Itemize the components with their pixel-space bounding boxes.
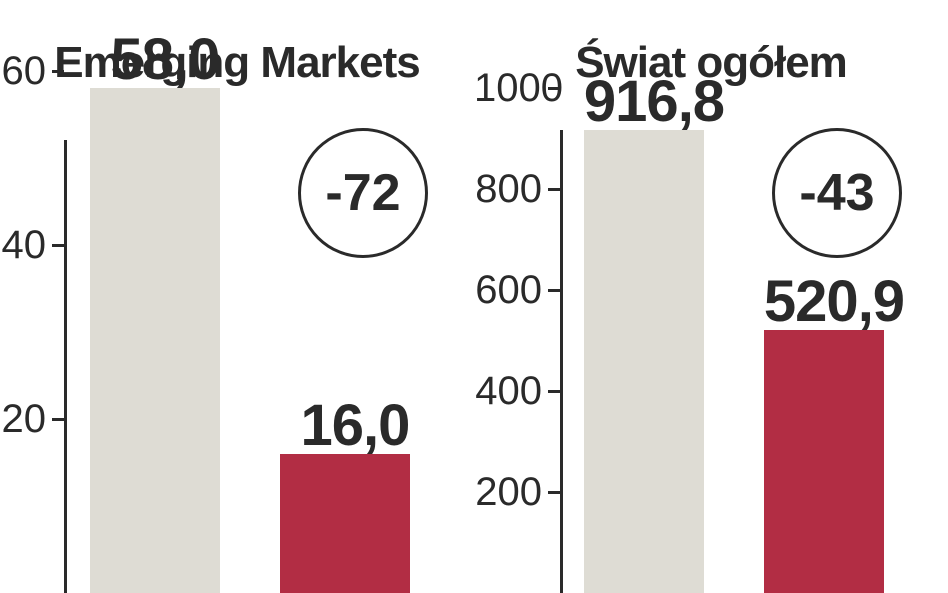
right-tick-label: 800	[474, 167, 542, 212]
right-bar-2	[764, 330, 884, 593]
left-tick-mark	[52, 244, 64, 247]
right-tick-mark	[548, 390, 560, 393]
right-delta-value: -43	[799, 163, 874, 223]
left-delta-circle: -72	[298, 128, 428, 258]
left-delta-value: -72	[325, 163, 400, 223]
right-panel: Świat ogółem -43 2004006008001000 916,8 …	[474, 0, 948, 593]
left-y-axis	[64, 140, 67, 593]
right-tick-label: 200	[474, 470, 542, 515]
right-bar-1-label: 916,8	[564, 68, 744, 135]
panels-row: Emerging Markets -72 204060 58,0 16,0 Św…	[0, 0, 948, 593]
right-tick-mark	[548, 491, 560, 494]
left-bar-1-label: 58,0	[70, 26, 260, 93]
left-bar-2	[280, 454, 410, 593]
left-tick-label: 40	[0, 223, 46, 268]
left-bar-1	[90, 88, 220, 593]
left-panel: Emerging Markets -72 204060 58,0 16,0	[0, 0, 474, 593]
left-tick-mark	[52, 70, 64, 73]
right-tick-mark	[548, 188, 560, 191]
right-bar-1	[584, 130, 704, 593]
right-tick-label: 1000	[474, 66, 542, 111]
left-tick-mark	[52, 418, 64, 421]
right-delta-circle: -43	[772, 128, 902, 258]
chart-page: Emerging Markets -72 204060 58,0 16,0 Św…	[0, 0, 948, 593]
right-tick-label: 400	[474, 369, 542, 414]
right-tick-mark	[548, 289, 560, 292]
right-y-axis	[560, 130, 563, 593]
right-bar-2-label: 520,9	[744, 268, 924, 335]
left-tick-label: 60	[0, 49, 46, 94]
right-tick-label: 600	[474, 268, 542, 313]
left-bar-2-label: 16,0	[260, 392, 450, 459]
left-tick-label: 20	[0, 397, 46, 442]
